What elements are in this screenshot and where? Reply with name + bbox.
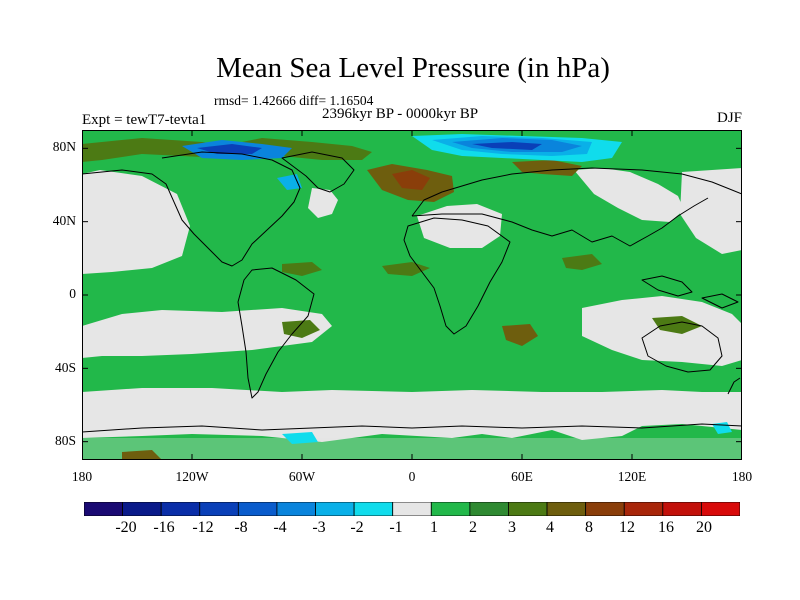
colorbar-label: -20	[115, 519, 137, 536]
grey-region-antarctica-fade	[82, 438, 742, 460]
plot-title: Mean Sea Level Pressure (in hPa)	[216, 52, 610, 84]
colorbar-label: 20	[696, 519, 712, 536]
darkblue-region-arctic-canada	[197, 144, 262, 154]
olive-region-tropical-atlantic	[282, 262, 322, 276]
north-america-outline	[82, 151, 301, 267]
colorbar-swatch	[353, 502, 394, 516]
colorbar-label: -3	[312, 519, 326, 536]
colorbar-swatch	[315, 502, 355, 516]
colorbar-label: 3	[508, 519, 516, 536]
maritime-continent-outline	[641, 275, 739, 309]
season-label: DJF	[716, 110, 742, 126]
lon-label-60e: 60E	[511, 469, 533, 484]
colorbar-label: -16	[153, 519, 175, 536]
olive-region-arctic-west	[82, 138, 232, 162]
colorbar-label: 12	[619, 519, 635, 536]
lat-label-40n: 40N	[52, 213, 76, 228]
olive-region-south-atlantic	[282, 320, 320, 338]
lon-label-180e: 180	[731, 469, 753, 484]
africa-outline	[403, 217, 511, 335]
lat-label-80n: 80N	[52, 139, 76, 154]
colorbar-swatch	[430, 502, 471, 516]
lon-label-120e: 120E	[617, 469, 647, 484]
lat-label-40s: 40S	[54, 360, 76, 375]
colorbar-label: -4	[273, 519, 287, 536]
brown-region-antarctic	[122, 450, 162, 460]
lon-label-120w: 120W	[175, 469, 209, 484]
grey-region-north-africa	[417, 204, 502, 248]
experiment-label: Expt = tewT7-tevta1	[82, 112, 207, 128]
grey-region-ne-pacific	[680, 168, 742, 254]
pressure-map	[82, 130, 742, 460]
colorbar-swatch	[237, 502, 278, 516]
olive-region-arabian-sea	[562, 254, 602, 270]
colorbar-swatch	[199, 502, 239, 516]
darkblue-region-arctic-ocean	[472, 142, 542, 150]
colorbar-swatch	[160, 502, 201, 516]
grey-region-north-pacific	[82, 170, 190, 274]
eurasia-outline	[411, 167, 742, 247]
lon-label-60w: 60W	[288, 469, 316, 484]
colorbar-label: -8	[234, 519, 248, 536]
stats-text: rmsd= 1.42666 diff= 1.16504	[214, 93, 374, 108]
brown-region-south-indian	[502, 324, 538, 346]
south-america-outline	[237, 267, 315, 399]
colorbar-swatch	[469, 502, 509, 516]
colorbar-label: -12	[192, 519, 214, 536]
colorbar-swatch	[84, 502, 123, 516]
grey-region-australia	[582, 296, 742, 366]
grey-region-siberia	[574, 168, 684, 222]
colorbar-label: 1	[430, 519, 438, 536]
new-zealand-outline	[727, 377, 741, 395]
olive-region-west-africa	[382, 262, 430, 276]
lat-label-80s: 80S	[54, 433, 76, 448]
colorbar-label: 2	[469, 519, 477, 536]
lat-label-0: 0	[69, 286, 76, 301]
colorbar-swatch	[623, 502, 664, 516]
colorbar-swatch	[662, 502, 702, 516]
grey-region-south-pacific	[82, 308, 332, 358]
colorbar-label: 16	[658, 519, 674, 536]
colorbar-swatch	[701, 502, 740, 516]
colorbar-label: -2	[350, 519, 364, 536]
cyan-region-antarctic	[282, 432, 318, 444]
colorbar-label: 4	[546, 519, 554, 536]
colorbar-swatch	[508, 502, 548, 516]
lon-label-180w: 180	[71, 469, 93, 484]
colorbar-swatch	[276, 502, 316, 516]
colorbar-label: 8	[585, 519, 593, 536]
lon-label-0: 0	[408, 469, 416, 484]
darkbrown-region-north-atlantic	[392, 170, 430, 190]
colorbar	[84, 502, 740, 516]
greenland-outline	[281, 151, 355, 193]
colorbar-swatch	[392, 502, 432, 516]
australia-outline	[641, 321, 723, 373]
antarctica-outline	[82, 423, 742, 433]
olive-region-coral-sea	[652, 316, 702, 334]
colorbar-swatch	[122, 502, 162, 516]
colorbar-label: -1	[389, 519, 403, 536]
colorbar-swatch	[585, 502, 625, 516]
colorbar-swatch	[546, 502, 587, 516]
period-label: 2396kyr BP - 0000kyr BP	[322, 106, 479, 122]
axis-ticks	[82, 130, 742, 460]
grey-region-north-atlantic	[308, 188, 338, 218]
